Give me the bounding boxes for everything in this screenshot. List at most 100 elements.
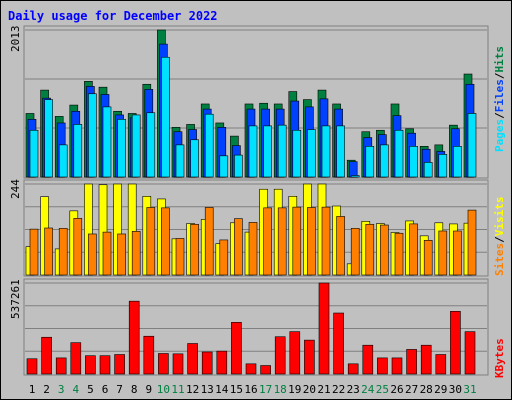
bar-kbytes: [347, 363, 359, 375]
bar-kbytes: [304, 339, 315, 375]
bar-sites: [277, 207, 287, 276]
legend-sites: Sites: [493, 243, 506, 276]
bar-pages: [438, 154, 448, 178]
bar-kbytes: [143, 335, 155, 375]
bar-kbytes: [274, 336, 286, 375]
bar-kbytes: [70, 342, 82, 375]
bar-kbytes: [128, 300, 140, 375]
legend-sep: /: [493, 112, 506, 119]
day-label: 13: [201, 383, 214, 396]
chart-title: Daily usage for December 2022: [8, 9, 218, 23]
bar-pages: [365, 146, 375, 178]
bars-visits-sites: [25, 183, 477, 276]
day-label: 20: [303, 383, 316, 396]
bars-hits-files-pages: [25, 29, 477, 178]
bar-pages: [73, 124, 83, 178]
bar-pages: [117, 119, 126, 178]
legend-sep: /: [493, 236, 506, 243]
bar-pages: [58, 144, 68, 178]
day-label: 2: [43, 383, 50, 396]
bar-kbytes: [450, 311, 461, 375]
day-label: 27: [405, 383, 418, 396]
bar-pages: [234, 154, 243, 178]
legend-top: Pages/Files/Hits: [493, 46, 506, 152]
bar-sites: [394, 232, 404, 276]
day-label: 22: [332, 383, 345, 396]
bar-kbytes: [245, 363, 257, 375]
legend-hits: Hits: [493, 46, 506, 73]
bars-kbytes: [26, 282, 476, 375]
bar-pages: [29, 129, 39, 178]
panel-hits-files-pages: [23, 25, 489, 179]
bar-kbytes: [114, 354, 125, 375]
bar-pages: [307, 129, 316, 178]
bar-pages: [321, 125, 331, 178]
day-label: 30: [449, 383, 462, 396]
bar-kbytes: [26, 358, 38, 375]
bar-files: [348, 161, 358, 178]
day-label: 4: [72, 383, 79, 396]
day-label: 21: [317, 383, 330, 396]
bar-pages: [350, 175, 360, 178]
bar-sites: [423, 240, 433, 276]
legend-pages: Pages: [493, 119, 506, 152]
bar-kbytes: [41, 336, 52, 375]
bar-pages: [219, 155, 229, 178]
bar-pages: [453, 146, 462, 178]
bar-kbytes: [55, 357, 67, 375]
bar-kbytes: [362, 344, 374, 375]
bar-sites: [234, 218, 243, 276]
bar-sites: [102, 231, 112, 276]
bar-sites: [88, 233, 97, 276]
bar-sites: [73, 218, 83, 276]
day-label: 3: [58, 383, 65, 396]
day-label: 25: [376, 383, 389, 396]
day-label: 14: [215, 383, 229, 396]
ymax-label-bot: 537261: [9, 279, 22, 319]
bar-pages: [277, 124, 287, 178]
bar-pages: [263, 125, 272, 178]
bar-kbytes: [99, 355, 111, 375]
bar-kbytes: [464, 331, 476, 375]
day-label: 17: [259, 383, 272, 396]
legend-mid: Sites/Visits: [493, 197, 506, 277]
bar-kbytes: [201, 351, 213, 375]
grid-bot: [25, 282, 487, 352]
bar-sites: [44, 227, 53, 276]
ymax-label-top: 2013: [9, 26, 22, 53]
day-label: 26: [390, 383, 403, 396]
bar-kbytes: [216, 350, 228, 375]
day-label: 29: [434, 383, 447, 396]
bar-kbytes: [85, 355, 96, 375]
day-label: 10: [157, 383, 170, 396]
day-label: 1: [29, 383, 36, 396]
day-label: 8: [131, 383, 138, 396]
bar-sites: [29, 228, 39, 276]
bar-pages: [380, 144, 389, 178]
bar-sites: [453, 230, 462, 276]
bar-sites: [350, 228, 360, 276]
bar-sites: [219, 239, 229, 276]
bar-sites: [190, 223, 199, 276]
bar-pages: [131, 114, 141, 178]
bar-pages: [88, 93, 97, 178]
day-label: 5: [87, 383, 94, 396]
bar-kbytes: [158, 353, 169, 375]
bar-sites: [307, 207, 316, 276]
day-label: 15: [230, 383, 243, 396]
panel-kbytes: [23, 278, 489, 376]
bar-pages: [423, 162, 433, 178]
bar-pages: [409, 146, 418, 178]
bar-sites: [117, 233, 126, 276]
bar-pages: [394, 129, 404, 178]
bar-pages: [161, 56, 170, 178]
legend-files: Files: [493, 79, 506, 112]
bar-pages: [204, 113, 214, 178]
bar-sites: [292, 206, 302, 276]
bar-pages: [102, 106, 112, 178]
bar-sites: [175, 238, 185, 276]
day-label: 9: [145, 383, 152, 396]
bar-sites: [263, 207, 272, 276]
bar-sites: [380, 224, 389, 276]
